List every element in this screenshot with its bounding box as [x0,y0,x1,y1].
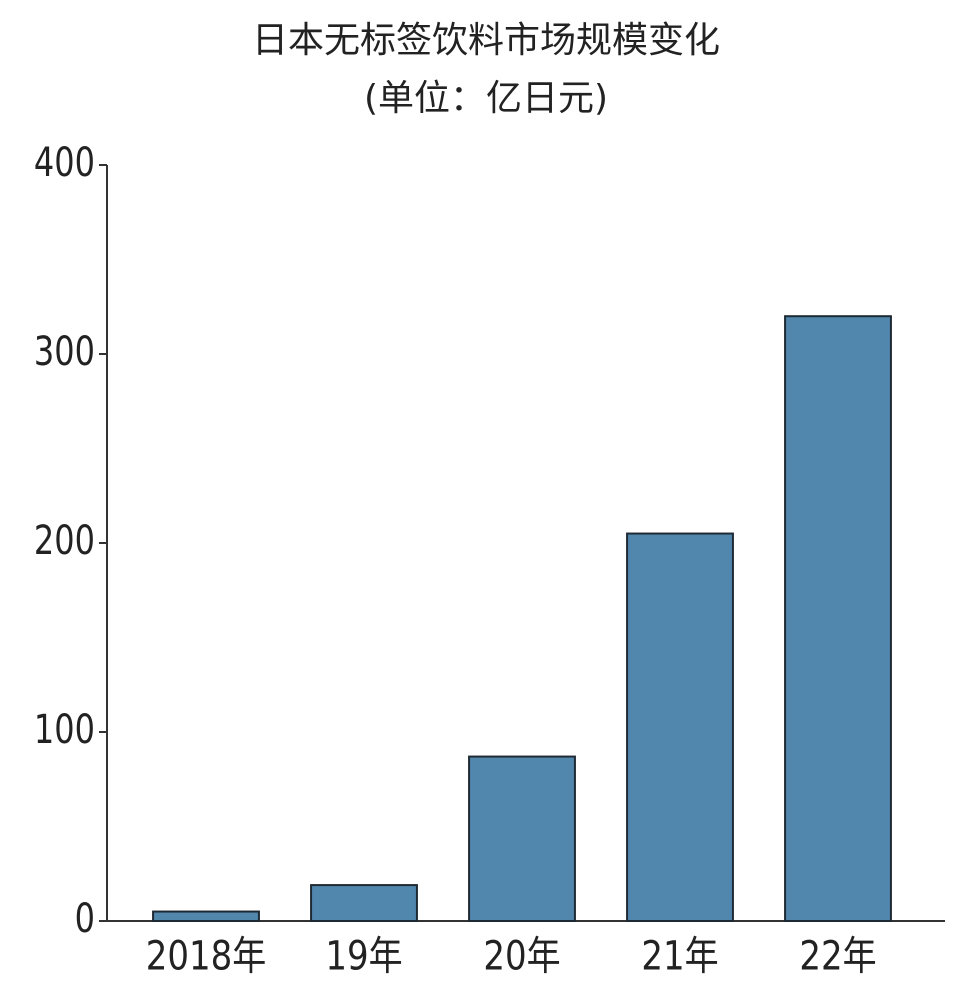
y-tick-label: 400 [34,138,95,185]
y-tick-label: 300 [34,327,95,374]
y-tick-label: 100 [34,705,95,752]
x-tick-label: 2018年 [146,933,266,979]
y-tick-label: 0 [75,894,95,941]
x-tick-label: 20年 [483,933,560,979]
bar [468,755,576,922]
y-tick-label: 200 [34,516,95,563]
bar [626,532,734,922]
chart-subtitle: (单位：亿日元) [364,78,608,119]
chart-title: 日本无标签饮料市场规模变化 [252,20,720,61]
bar [784,315,892,922]
x-tick-label: 22年 [799,933,876,979]
bar [310,884,418,923]
bar [152,910,260,922]
x-tick-label: 21年 [641,933,718,979]
x-tick-label: 19年 [325,933,402,979]
